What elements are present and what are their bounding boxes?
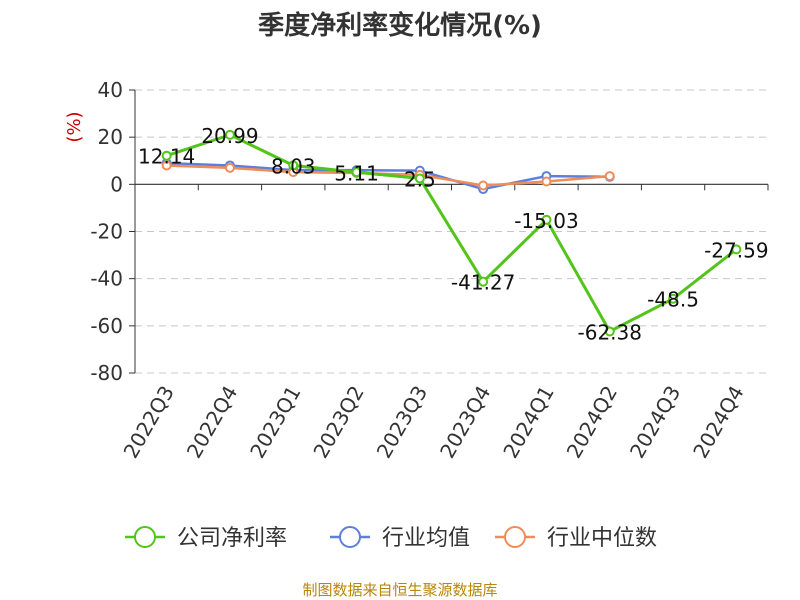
data-point: [161, 150, 172, 161]
data-point: [288, 160, 299, 171]
legend: 公司净利率 行业均值 行业中位数: [125, 526, 657, 551]
legend-item: 行业均值: [330, 526, 470, 551]
data-point: [478, 276, 489, 287]
legend-label: 公司净利率: [177, 526, 287, 551]
data-label: 12.14: [138, 145, 195, 169]
series-0: [161, 129, 742, 337]
data-point: [351, 167, 362, 178]
data-label: -41.27: [451, 271, 515, 295]
data-point: [478, 180, 489, 191]
series-line: [166, 133, 738, 334]
y-tick-label: 40: [98, 78, 123, 102]
data-label: -27.59: [704, 238, 768, 262]
y-tick-label: 0: [110, 172, 123, 196]
legend-item: 公司净利率: [125, 526, 287, 551]
y-tick-label: -40: [90, 267, 123, 291]
x-tick-label: 2024Q2: [562, 382, 622, 463]
x-tick-label: 2023Q2: [308, 382, 368, 463]
data-label: 5.11: [334, 161, 379, 185]
y-tick-label: 20: [98, 125, 123, 149]
data-point: [731, 244, 742, 255]
legend-label: 行业均值: [382, 526, 470, 551]
x-tick-label: 2023Q1: [245, 382, 305, 463]
y-tick-label: -60: [90, 314, 123, 338]
x-tick-label: 2024Q3: [625, 382, 685, 463]
x-tick-label: 2023Q3: [372, 382, 432, 463]
y-tick-label: -20: [90, 220, 123, 244]
legend-item: 行业中位数: [495, 526, 657, 551]
series-line: [166, 161, 610, 191]
x-tick-label: 2024Q4: [688, 382, 748, 463]
y-tick-labels: 40 20 0 -20 -40 -60 -80: [90, 78, 123, 385]
source-note: 制图数据来自恒生聚源数据库: [302, 581, 497, 599]
chart-title: 季度净利率变化情况(%): [258, 10, 542, 41]
data-point: [161, 160, 172, 171]
legend-marker: [134, 526, 156, 548]
data-label: 8.03: [271, 154, 316, 178]
data-point: [604, 171, 615, 182]
data-label: 20.99: [201, 124, 258, 148]
legend-marker: [339, 526, 361, 548]
axes: [129, 89, 769, 374]
data-point: [604, 326, 615, 337]
data-point: [224, 162, 235, 173]
data-label: -15.03: [514, 209, 578, 233]
data-point: [668, 293, 679, 304]
x-tick-label: 2024Q1: [498, 382, 558, 463]
x-tick-labels: 2022Q3 2022Q4 2023Q1 2023Q2 2023Q3 2023Q4 2024…: [119, 382, 749, 463]
y-axis-unit: (%): [64, 111, 85, 142]
series-layer: [161, 129, 742, 337]
data-label: -62.38: [578, 320, 642, 344]
data-label: 2.5: [404, 167, 436, 191]
legend-label: 行业中位数: [547, 526, 657, 551]
legend-marker: [504, 526, 526, 548]
data-point: [541, 214, 552, 225]
data-point: [541, 176, 552, 187]
data-point: [224, 129, 235, 140]
data-point: [414, 173, 425, 184]
y-tick-label: -80: [90, 361, 123, 385]
x-tick-label: 2022Q3: [119, 382, 179, 463]
data-label: -48.5: [647, 288, 699, 312]
x-tick-label: 2023Q4: [435, 382, 495, 463]
x-tick-label: 2022Q4: [182, 382, 242, 463]
